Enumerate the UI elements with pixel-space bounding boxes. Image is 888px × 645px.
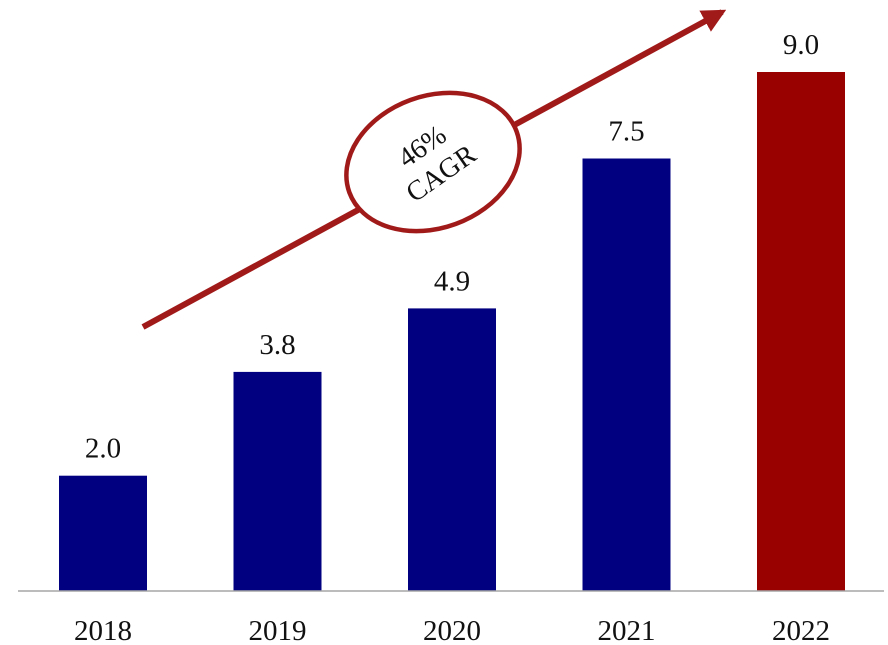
x-tick-labels-group: 2018 2019 2020 2021 2022: [74, 615, 830, 645]
bar-2019: [233, 371, 322, 591]
cagr-ellipse: [344, 90, 522, 234]
bar-2020: [408, 308, 496, 591]
bar-2021: [582, 158, 671, 591]
cagr-annotation: 46% CAGR: [141, 9, 727, 330]
bars-group: [59, 72, 845, 591]
data-label-2021: 7.5: [608, 116, 644, 148]
bar-2022: [757, 72, 845, 591]
x-tick-label-2021: 2021: [598, 615, 656, 645]
x-tick-label-2018: 2018: [74, 615, 132, 645]
data-label-2019: 3.8: [259, 329, 295, 361]
data-labels-group: 2.0 3.8 4.9 7.5 9.0: [85, 29, 819, 465]
x-tick-label-2020: 2020: [423, 615, 481, 645]
bar-2018: [59, 475, 147, 591]
data-label-2020: 4.9: [434, 265, 470, 297]
data-label-2022: 9.0: [783, 29, 819, 61]
data-label-2018: 2.0: [85, 433, 121, 465]
x-tick-label-2019: 2019: [249, 615, 307, 645]
x-tick-label-2022: 2022: [772, 615, 830, 645]
